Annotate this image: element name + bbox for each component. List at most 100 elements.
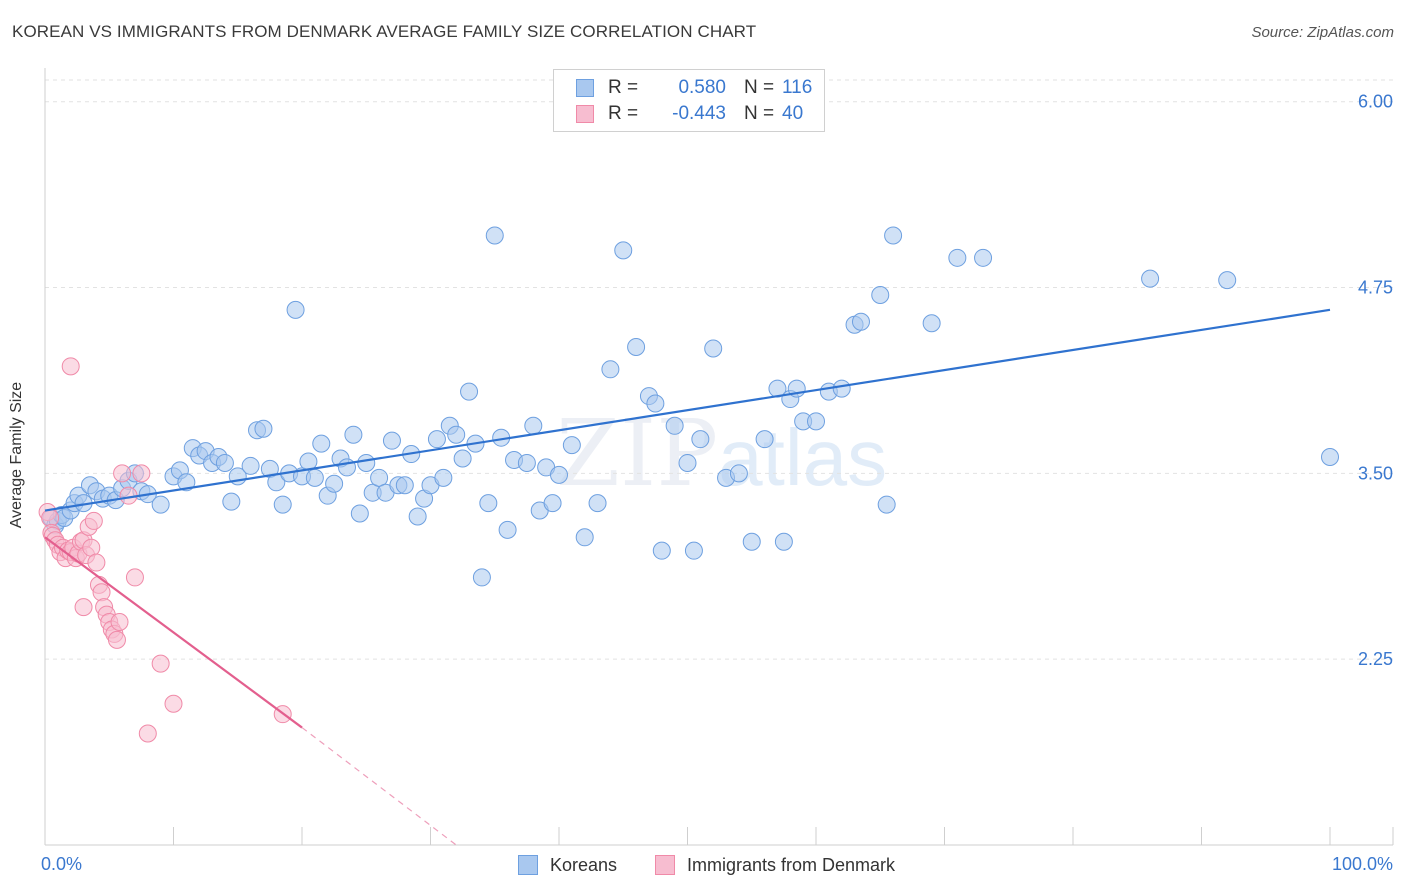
korean-point: [472, 568, 491, 587]
korean-point: [1141, 269, 1160, 288]
legend-row-koreans: R = 0.580 N = 116: [576, 76, 812, 100]
korean-point: [884, 226, 903, 245]
korean-point: [588, 494, 607, 513]
korean-point: [627, 338, 646, 357]
korean-point: [665, 416, 684, 435]
korean-point: [241, 456, 260, 475]
korean-point: [479, 494, 498, 513]
korean-point: [742, 532, 761, 551]
korean-point: [601, 360, 620, 379]
korean-point: [807, 412, 825, 431]
korean-point: [254, 419, 273, 438]
denmark-point: [164, 694, 183, 713]
denmark-point: [113, 464, 132, 483]
korean-point: [948, 248, 967, 267]
korean-point: [325, 474, 344, 493]
korean-point: [871, 285, 890, 304]
series-swatch-koreans: [518, 855, 538, 875]
series-legend-koreans: Koreans: [518, 853, 617, 877]
korean-point: [877, 495, 896, 514]
korean-point: [215, 453, 234, 472]
korean-point: [286, 300, 305, 319]
denmark-point: [125, 568, 144, 587]
korean-point: [312, 434, 331, 453]
denmark-trendline-extension: [301, 727, 457, 846]
korean-point: [729, 464, 748, 483]
korean-point: [222, 492, 241, 511]
legend-n-value: 116: [782, 77, 813, 98]
korean-point: [974, 248, 993, 267]
korean-point: [460, 382, 479, 401]
legend-r-value: -0.443: [672, 103, 726, 124]
korean-point: [305, 468, 324, 487]
legend-swatch-denmark: [576, 105, 594, 123]
korean-point: [357, 453, 376, 472]
korean-point: [370, 468, 389, 487]
korean-point: [575, 528, 594, 547]
y-tick-label: 6.00: [1358, 92, 1393, 112]
denmark-point: [138, 724, 157, 743]
denmark-trendline: [44, 536, 303, 729]
korean-point: [273, 495, 292, 514]
correlation-legend: R = 0.580 N = 116 R = -0.443 N = 40: [553, 69, 825, 132]
korean-point: [382, 431, 401, 450]
denmark-point: [151, 654, 170, 673]
korean-point: [755, 430, 774, 449]
denmark-point: [61, 357, 80, 376]
denmark-point: [107, 630, 126, 649]
legend-r-value: 0.580: [678, 77, 726, 98]
korean-point: [177, 473, 196, 492]
korean-point: [453, 449, 472, 468]
korean-point: [646, 394, 665, 413]
x-tick-label-min: 0.0%: [41, 854, 82, 874]
korean-point: [550, 465, 568, 484]
korean-point: [543, 494, 562, 513]
denmark-point: [84, 511, 103, 530]
denmark-point: [41, 508, 60, 527]
denmark-point: [87, 553, 106, 572]
source-credit: Source: ZipAtlas.com: [1251, 24, 1394, 41]
series-label-denmark: Immigrants from Denmark: [687, 854, 896, 875]
korean-point: [498, 520, 517, 539]
korean-point: [344, 425, 363, 444]
x-tick-label-max: 100.0%: [1332, 854, 1393, 874]
korean-point: [434, 468, 453, 487]
korean-point: [485, 226, 504, 245]
korean-point: [517, 453, 536, 472]
denmark-point: [74, 598, 93, 617]
korean-point: [1218, 271, 1237, 290]
korean-point: [832, 379, 851, 398]
legend-r-label: R =: [608, 77, 639, 98]
korean-point: [851, 312, 870, 331]
korean-point: [427, 430, 446, 449]
series-legend-denmark: Immigrants from Denmark: [655, 853, 895, 877]
series-swatch-denmark: [655, 855, 675, 875]
legend-n-value: 40: [782, 103, 804, 124]
korean-point: [774, 532, 793, 551]
korean-point: [562, 436, 581, 455]
korean-point: [408, 507, 427, 526]
chart-title: KOREAN VS IMMIGRANTS FROM DENMARK AVERAG…: [12, 22, 757, 41]
korean-point: [684, 541, 703, 560]
korean-point: [652, 541, 671, 560]
korean-point: [691, 430, 710, 449]
y-tick-label: 3.50: [1358, 463, 1393, 483]
y-tick-label: 4.75: [1358, 278, 1393, 298]
legend-row-denmark: R = -0.443 N = 40: [576, 102, 803, 126]
korean-point: [524, 416, 543, 435]
y-tick-label: 2.25: [1358, 649, 1393, 669]
korean-point: [704, 339, 723, 358]
korean-point: [678, 453, 697, 472]
korean-trendline: [44, 308, 1331, 512]
korean-point: [614, 241, 633, 260]
series-label-koreans: Koreans: [550, 854, 618, 875]
korean-point: [447, 425, 466, 444]
korean-point: [395, 476, 414, 495]
legend-n-label: N =: [744, 103, 775, 124]
legend-n-label: N =: [744, 77, 775, 98]
korean-point: [151, 495, 170, 514]
korean-point: [1321, 448, 1339, 467]
korean-point: [350, 504, 369, 523]
korean-point: [922, 314, 941, 333]
